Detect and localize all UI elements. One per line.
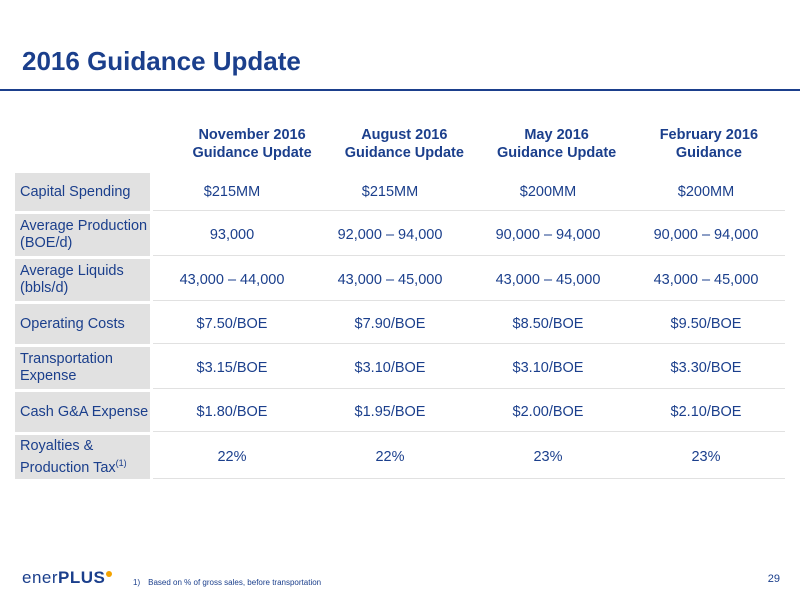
table-row: Average Liquids (bbls/d) 43,000 – 44,000 …	[15, 259, 785, 301]
table-cell: 43,000 – 44,000	[179, 271, 285, 288]
row-label: Royalties & Production Tax(1)	[15, 435, 150, 479]
page-number: 29	[767, 573, 780, 585]
guidance-table: November 2016 Guidance Update August 2016…	[15, 118, 785, 479]
table-cell: $7.90/BOE	[354, 315, 426, 332]
table-row: Royalties & Production Tax(1) 22% 22% 23%…	[15, 435, 785, 479]
table-cell: $3.10/BOE	[512, 359, 584, 376]
title-divider	[0, 89, 800, 91]
table-row: Capital Spending $215MM $215MM $200MM $2…	[15, 173, 785, 211]
table-cell: $9.50/BOE	[670, 315, 742, 332]
column-header: May 2016 Guidance Update	[496, 127, 617, 161]
page-title: 2016 Guidance Update	[22, 46, 301, 76]
table-cell: $2.00/BOE	[512, 403, 584, 420]
table-header-row: November 2016 Guidance Update August 2016…	[15, 118, 785, 170]
table-cell: 23%	[691, 448, 721, 465]
table-cell: 23%	[533, 448, 563, 465]
column-header: November 2016 Guidance Update	[192, 127, 312, 161]
row-label: Cash G&A Expense	[15, 392, 150, 432]
table-cell: 90,000 – 94,000	[653, 226, 759, 243]
table-cell: $200MM	[519, 183, 577, 200]
table-row: Transportation Expense $3.15/BOE $3.10/BO…	[15, 347, 785, 389]
table-cell: $3.30/BOE	[670, 359, 742, 376]
footnote: 1) Based on % of gross sales, before tran…	[133, 578, 322, 587]
table-cell: $200MM	[677, 183, 735, 200]
table-cell: 43,000 – 45,000	[495, 271, 601, 288]
table-cell: $7.50/BOE	[196, 315, 268, 332]
column-header: August 2016 Guidance Update	[344, 127, 464, 161]
table-cell: $3.10/BOE	[354, 359, 426, 376]
column-header: February 2016 Guidance	[659, 127, 759, 161]
table-row: Cash G&A Expense $1.80/BOE $1.95/BOE $2.…	[15, 392, 785, 432]
row-label: Transportation Expense	[15, 347, 150, 389]
table-cell: $215MM	[203, 183, 261, 200]
row-label: Capital Spending	[15, 173, 150, 211]
table-cell: 43,000 – 45,000	[653, 271, 759, 288]
table-cell: 22%	[375, 448, 405, 465]
table-cell: $3.15/BOE	[196, 359, 268, 376]
table-row: Average Production (BOE/d) 93,000 92,000 …	[15, 214, 785, 256]
table-cell: 93,000	[209, 226, 255, 243]
table-cell: $1.95/BOE	[354, 403, 426, 420]
row-label: Operating Costs	[15, 304, 150, 344]
row-label: Average Production (BOE/d)	[15, 214, 150, 256]
header-blank-cell	[15, 118, 176, 170]
table-row: Operating Costs $7.50/BOE $7.90/BOE $8.5…	[15, 304, 785, 344]
table-cell: $8.50/BOE	[512, 315, 584, 332]
table-cell: $1.80/BOE	[196, 403, 268, 420]
table-cell: $2.10/BOE	[670, 403, 742, 420]
table-cell: 90,000 – 94,000	[495, 226, 601, 243]
table-cell: 22%	[217, 448, 247, 465]
table-cell: 43,000 – 45,000	[337, 271, 443, 288]
company-logo: enerPLUS	[22, 568, 113, 588]
table-cell: 92,000 – 94,000	[337, 226, 443, 243]
row-label: Average Liquids (bbls/d)	[15, 259, 150, 301]
table-cell: $215MM	[361, 183, 419, 200]
logo-dot-icon	[106, 571, 113, 577]
